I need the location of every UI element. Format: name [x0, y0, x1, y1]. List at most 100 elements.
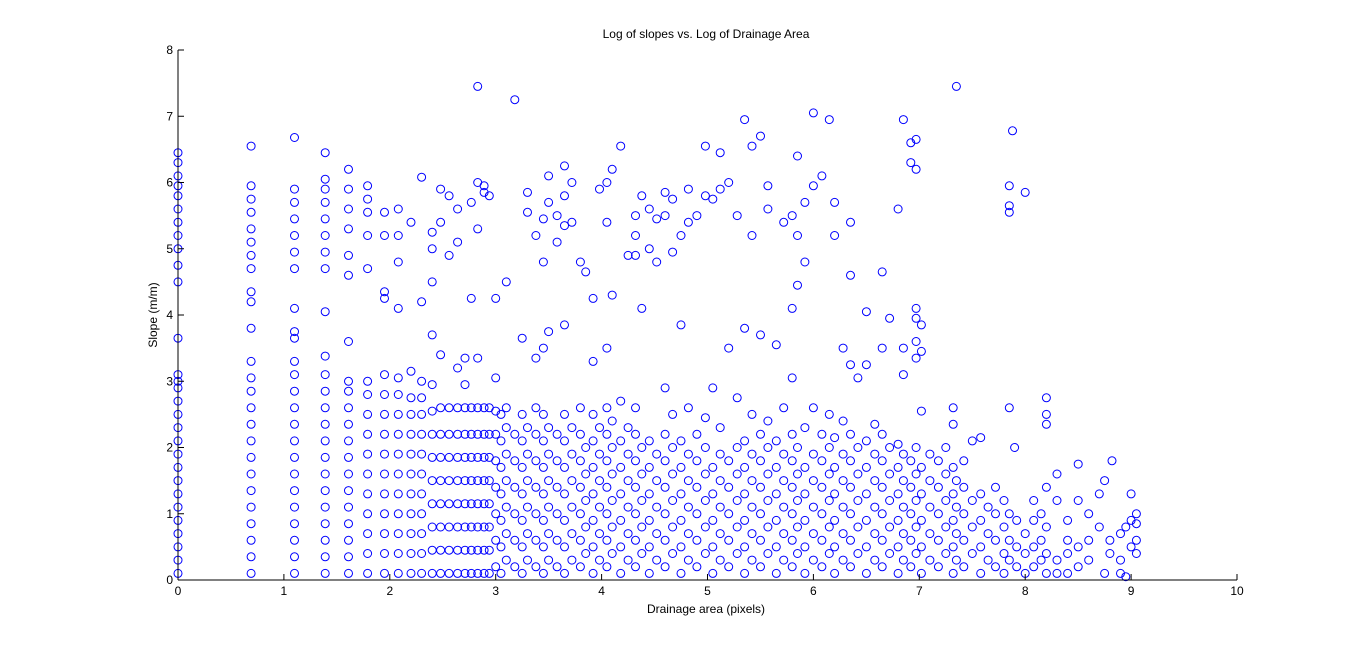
data-point — [575, 257, 585, 267]
data-point — [538, 568, 548, 578]
data-point — [941, 496, 951, 505]
data-point — [290, 403, 299, 413]
data-point — [602, 456, 612, 466]
data-point — [925, 529, 935, 539]
data-point — [683, 403, 693, 413]
x-tick-label: 8 — [1022, 584, 1029, 598]
data-point — [479, 181, 489, 191]
data-point — [602, 217, 612, 227]
data-point — [363, 529, 373, 539]
data-point — [1041, 549, 1051, 558]
data-point — [817, 429, 827, 439]
data-point — [991, 509, 1000, 519]
chart-title: Log of slopes vs. Log of Drainage Area — [603, 27, 810, 41]
data-point — [544, 197, 554, 207]
data-point — [838, 449, 848, 459]
data-point — [787, 211, 797, 221]
data-point — [808, 502, 818, 512]
data-point — [631, 535, 640, 545]
data-point — [417, 489, 427, 499]
data-point — [523, 423, 532, 433]
data-point — [406, 366, 416, 376]
data-point — [637, 522, 647, 532]
data-point — [607, 469, 617, 479]
data-point — [567, 178, 577, 187]
data-point — [290, 303, 299, 313]
data-point — [861, 489, 871, 499]
data-point — [1073, 542, 1083, 552]
data-point — [496, 542, 506, 552]
data-point — [800, 515, 810, 525]
data-point — [1131, 549, 1141, 558]
data-point — [683, 502, 693, 512]
data-point — [732, 522, 742, 532]
data-point — [466, 293, 476, 303]
data-point — [846, 482, 855, 492]
data-point — [787, 482, 797, 492]
data-point — [623, 502, 633, 512]
data-point — [406, 529, 416, 539]
data-point — [552, 509, 562, 519]
data-point — [911, 164, 921, 174]
data-point — [916, 346, 926, 356]
data-point — [763, 469, 773, 479]
data-point — [393, 469, 403, 479]
data-point — [460, 499, 470, 509]
data-point — [732, 469, 742, 479]
data-point — [933, 535, 943, 545]
data-point — [567, 502, 577, 512]
data-point — [824, 443, 834, 452]
data-point — [747, 529, 757, 539]
data-point — [510, 482, 520, 492]
data-point — [444, 476, 454, 486]
data-point — [999, 568, 1009, 578]
data-point — [567, 217, 577, 227]
data-point — [715, 502, 725, 512]
data-point — [246, 224, 256, 234]
data-point — [479, 429, 489, 439]
data-point — [898, 476, 908, 486]
data-point — [380, 568, 389, 578]
data-point — [683, 449, 693, 459]
data-point — [724, 535, 734, 545]
data-point — [588, 568, 598, 578]
data-point — [616, 436, 626, 446]
data-point — [747, 502, 757, 512]
data-point — [560, 409, 569, 419]
data-point — [893, 439, 903, 449]
data-point — [246, 386, 256, 396]
data-point — [724, 343, 734, 353]
data-point — [933, 562, 943, 572]
data-point — [246, 207, 256, 217]
data-point — [911, 522, 921, 532]
data-point — [544, 423, 554, 433]
data-point — [320, 469, 330, 479]
data-point — [747, 476, 757, 486]
data-point — [510, 535, 520, 545]
data-point — [320, 535, 330, 545]
data-point — [466, 522, 476, 532]
data-point — [911, 469, 921, 479]
data-point — [344, 376, 353, 386]
data-point — [417, 529, 427, 539]
data-point — [320, 247, 330, 257]
data-point — [800, 423, 810, 433]
data-point — [436, 184, 446, 194]
data-point — [436, 568, 446, 578]
data-point — [552, 211, 562, 221]
data-point — [602, 562, 612, 572]
data-point — [948, 419, 958, 429]
data-point — [763, 549, 773, 558]
data-point — [637, 549, 647, 558]
data-point — [444, 568, 454, 578]
data-point — [427, 522, 437, 532]
data-point — [779, 449, 789, 459]
data-point — [466, 429, 476, 439]
data-point — [427, 244, 437, 254]
data-point — [925, 555, 935, 565]
data-point — [916, 462, 926, 472]
data-point — [893, 489, 903, 499]
data-point — [290, 568, 299, 578]
data-point — [436, 429, 446, 439]
data-point — [380, 489, 389, 499]
